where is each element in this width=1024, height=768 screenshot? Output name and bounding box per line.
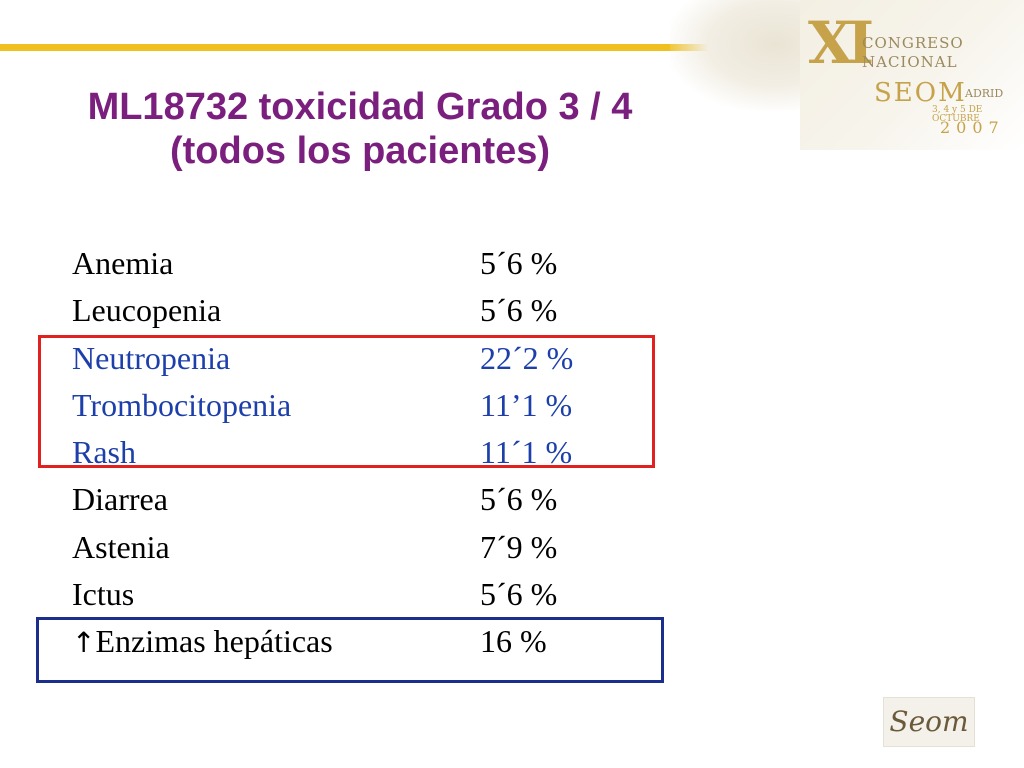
toxicity-value: 5´6 % (480, 481, 558, 518)
congress-logo-line2: NACIONAL (862, 53, 958, 71)
toxicity-row: Ictus 5´6 % (72, 571, 680, 618)
toxicity-row: Leucopenia 5´6 % (72, 287, 680, 334)
toxicity-value: 5´6 % (480, 292, 558, 329)
slide-title-line1: ML18732 toxicidad Grado 3 / 4 (87, 86, 633, 128)
toxicity-row: Astenia 7´9 % (72, 524, 680, 571)
microscope-watermark-image (670, 0, 820, 110)
top-accent-bar (0, 44, 850, 51)
toxicity-row: Diarrea 5´6 % (72, 476, 680, 523)
toxicity-value: 11´1 % (480, 434, 573, 471)
toxicity-name: Neutropenia (72, 339, 231, 376)
congress-logo-line1: CONGRESO (862, 34, 964, 52)
toxicity-list: Anemia 5´6 % Leucopenia 5´6 % Neutropeni… (72, 240, 680, 666)
blue-highlight-box (36, 617, 664, 683)
toxicity-name: Enzimas hepáticas (95, 623, 333, 660)
toxicity-name: Anemia (72, 245, 174, 281)
toxicity-name: Diarrea (72, 481, 168, 518)
toxicity-name: Ictus (72, 576, 135, 613)
congress-logo-roman-numeral: XI (808, 9, 874, 77)
toxicity-row: Anemia 5´6 % (72, 240, 680, 287)
congress-logo-city: ADRID (965, 87, 1004, 100)
toxicity-name: Rash (72, 434, 136, 471)
up-arrow-icon: ↑ (72, 626, 96, 660)
toxicity-row-highlighted: Neutropenia 22´2 % (72, 335, 680, 382)
congress-logo-org: SEOM (874, 78, 967, 108)
toxicity-value: 5´6 % (480, 576, 558, 613)
red-highlight-box (38, 335, 655, 468)
slide-title: ML18732 toxicidad Grado 3 / 4 (todos los… (0, 86, 720, 173)
toxicity-value: 11’1 % (480, 386, 573, 423)
toxicity-value: 5´6 % (480, 245, 558, 281)
toxicity-row: ↑Enzimas hepáticas 16 % (72, 618, 680, 665)
congress-logo-dates: 3, 4 y 5 DE OCTUBRE (932, 105, 983, 124)
seom-footer-logo: Seom (883, 697, 975, 747)
toxicity-name: Trombocitopenia (72, 386, 292, 423)
toxicity-row-highlighted: Rash 11´1 % (72, 429, 680, 476)
toxicity-name: Leucopenia (72, 292, 222, 329)
toxicity-name-with-arrow: ↑Enzimas hepáticas (72, 618, 480, 665)
toxicity-name: Astenia (72, 528, 170, 565)
toxicity-value: 16 % (480, 623, 547, 660)
toxicity-row-highlighted: Trombocitopenia 11’1 % (72, 382, 680, 429)
congress-logo: XI CONGRESO NACIONAL SEOM ADRID 3, 4 y 5… (800, 0, 1024, 150)
toxicity-value: 7´9 % (480, 528, 558, 565)
toxicity-value: 22´2 % (480, 339, 574, 376)
congress-logo-year: 2007 (940, 118, 1005, 137)
slide-title-line2: (todos los pacientes) (169, 129, 551, 172)
